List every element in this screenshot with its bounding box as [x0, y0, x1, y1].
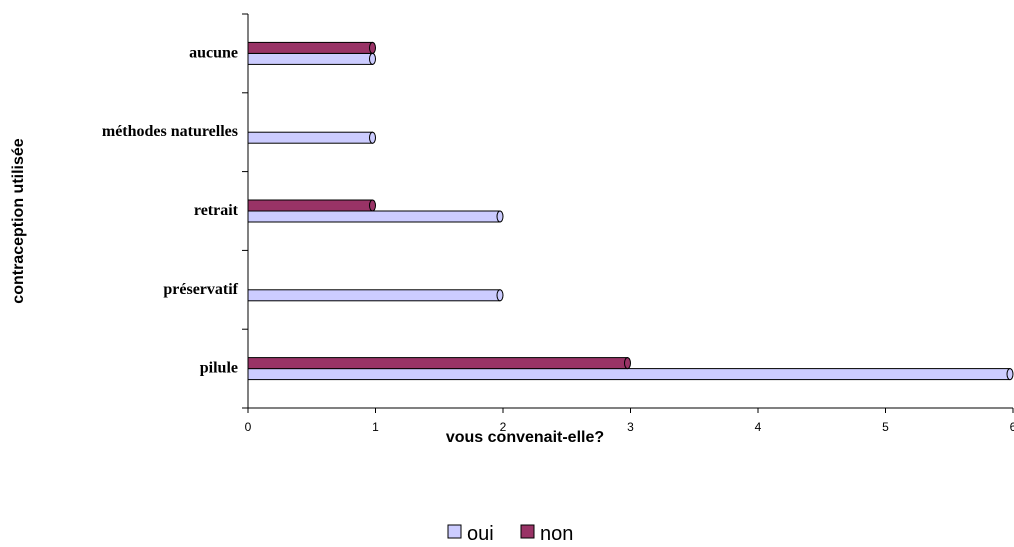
bar-cap-oui [497, 290, 503, 301]
bar-cap-oui [370, 53, 376, 64]
bar-cap-oui [1007, 369, 1013, 380]
x-tick-label: 1 [372, 420, 379, 434]
x-tick-label: 4 [755, 420, 762, 434]
legend: oui non [448, 523, 573, 545]
bar-oui [248, 132, 373, 143]
legend-label-oui: oui [467, 523, 494, 545]
legend-swatch-non [521, 525, 534, 538]
y-axis-title: contraception utilisée [10, 138, 27, 303]
bar-non [248, 358, 628, 369]
y-category-label: aucune [189, 44, 238, 61]
bar-non [248, 42, 373, 53]
bars [248, 42, 1013, 379]
bar-oui [248, 211, 500, 222]
bar-cap-non [370, 42, 376, 53]
y-category-label: pilule [200, 360, 238, 377]
y-category-label: méthodes naturelles [102, 123, 238, 140]
bar-oui [248, 53, 373, 64]
bar-non [248, 200, 373, 211]
bar-cap-non [370, 200, 376, 211]
bar-cap-non [625, 358, 631, 369]
legend-swatch-oui [448, 525, 461, 538]
y-category-label: retrait [194, 202, 239, 219]
y-category-label: préservatif [163, 281, 238, 298]
x-tick-label: 5 [882, 420, 889, 434]
bar-oui [248, 369, 1010, 380]
bar-cap-oui [497, 211, 503, 222]
bar-cap-oui [370, 132, 376, 143]
x-tick-label: 0 [245, 420, 252, 434]
x-tick-label: 3 [627, 420, 634, 434]
bar-oui [248, 290, 500, 301]
x-axis-title: vous convenait-elle? [446, 429, 604, 446]
x-tick-label: 6 [1010, 420, 1014, 434]
legend-label-non: non [540, 523, 573, 545]
